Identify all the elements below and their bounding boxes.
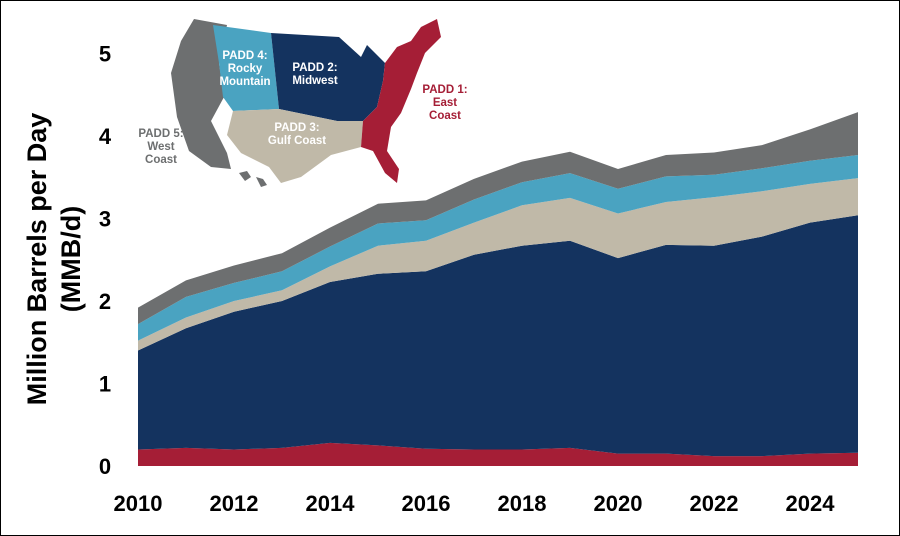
y-axis-ticks: 0 1 2 3 4 5: [99, 42, 112, 480]
map-label-line: PADD 1:: [422, 84, 467, 96]
map-label-line: PADD 5:: [138, 128, 183, 140]
y-axis-label-line1: Million Barrels per Day: [22, 113, 52, 406]
padd-map-inset: PADD 4: Rocky Mountain PADD 2: Midwest PADD 1…: [138, 19, 468, 187]
area-padd1: [138, 442, 858, 466]
area-padd5: [138, 112, 858, 325]
padd1-region: [361, 19, 441, 183]
map-label-padd4: PADD 4: Rocky Mountain: [219, 50, 270, 88]
x-axis-ticks: 2010 2012 2014 2016 2018 2020 2022 2024: [114, 491, 836, 516]
y-axis-label: Million Barrels per Day (MMB/d): [22, 113, 86, 406]
map-label-line: PADD 2:: [292, 62, 337, 74]
map-label-padd2: PADD 2: Midwest: [292, 62, 338, 87]
padd4-region: [213, 25, 279, 111]
area-series-group: [138, 112, 858, 466]
area-padd3: [138, 178, 858, 351]
x-tick-label: 2018: [498, 491, 547, 516]
map-label-padd3: PADD 3: Gulf Coast: [268, 122, 326, 147]
y-tick-label: 3: [99, 207, 111, 232]
y-tick-label: 5: [99, 42, 111, 67]
area-padd4: [138, 155, 858, 341]
y-tick-label: 2: [99, 289, 111, 314]
map-label-line: West: [147, 141, 174, 153]
y-tick-label: 4: [99, 124, 112, 149]
x-tick-label: 2020: [594, 491, 643, 516]
map-label-line: Coast: [145, 154, 177, 166]
x-tick-label: 2010: [114, 491, 163, 516]
map-label-line: Rocky: [228, 63, 263, 75]
map-label-line: East: [433, 97, 457, 109]
y-tick-label: 1: [99, 372, 111, 397]
hawaii-shape: [256, 177, 267, 187]
alaska-shape: [239, 171, 251, 181]
map-label-line: Coast: [429, 110, 461, 122]
padd3-region: [227, 109, 363, 183]
map-label-line: PADD 4:: [222, 50, 267, 62]
map-label-line: Gulf Coast: [268, 135, 326, 147]
x-tick-label: 2022: [690, 491, 739, 516]
area-padd2: [138, 215, 858, 457]
padd5-region: [171, 19, 231, 169]
map-label-padd1: PADD 1: East Coast: [422, 84, 467, 122]
x-tick-label: 2024: [786, 491, 836, 516]
map-label-padd5: PADD 5: West Coast: [138, 128, 183, 166]
map-label-line: PADD 3:: [274, 122, 319, 134]
padd-labels: PADD 4: Rocky Mountain PADD 2: Midwest PADD 1…: [138, 50, 467, 166]
y-tick-label: 0: [99, 454, 111, 479]
y-axis-label-line2: (MMB/d): [56, 206, 86, 312]
x-tick-label: 2012: [210, 491, 259, 516]
padd2-region: [271, 33, 385, 121]
x-tick-label: 2014: [306, 491, 356, 516]
map-label-line: Midwest: [292, 75, 338, 87]
x-tick-label: 2016: [402, 491, 451, 516]
map-label-line: Mountain: [219, 76, 270, 88]
